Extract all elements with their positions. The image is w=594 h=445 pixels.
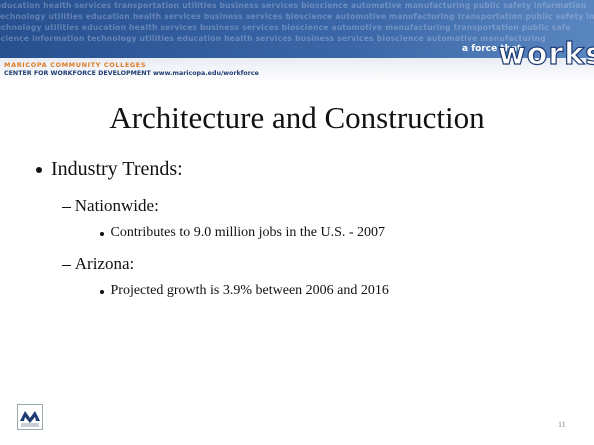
banner-text: echnology utilities education health ser…	[0, 23, 571, 32]
bullet-dot	[100, 289, 105, 294]
header-strip	[0, 58, 594, 82]
bullet-dash	[62, 264, 71, 267]
center-name: CENTER FOR WORKFORCE DEVELOPMENT www.mar…	[4, 70, 259, 77]
logo-mark	[20, 411, 40, 423]
bullet-text: Industry Trends:	[51, 158, 183, 180]
bullet-text: Projected growth is 3.9% between 2006 an…	[110, 283, 389, 298]
header-banner: education health services transportation…	[0, 0, 594, 58]
tagline-small: a force that	[462, 44, 522, 54]
bullet-dot	[36, 167, 42, 174]
college-logo	[17, 404, 43, 430]
page-number: 11	[558, 420, 566, 429]
bullet-text: Arizona:	[74, 254, 135, 273]
logo-caption	[21, 423, 39, 427]
bullet-text: Contributes to 9.0 million jobs in the U…	[110, 225, 386, 240]
bullet-dash	[62, 206, 71, 209]
banner-text: science information technology utilities…	[0, 34, 546, 43]
tagline-big: works	[497, 37, 594, 72]
bullet-text: Nationwide:	[74, 196, 159, 215]
college-name: MARICOPA COMMUNITY COLLEGES	[4, 61, 147, 69]
banner-text: technology utilities education health se…	[0, 12, 594, 21]
banner-text: education health services transportation…	[0, 1, 587, 10]
slide-title: Architecture and Construction	[109, 100, 485, 135]
bullet-dot	[100, 231, 105, 236]
